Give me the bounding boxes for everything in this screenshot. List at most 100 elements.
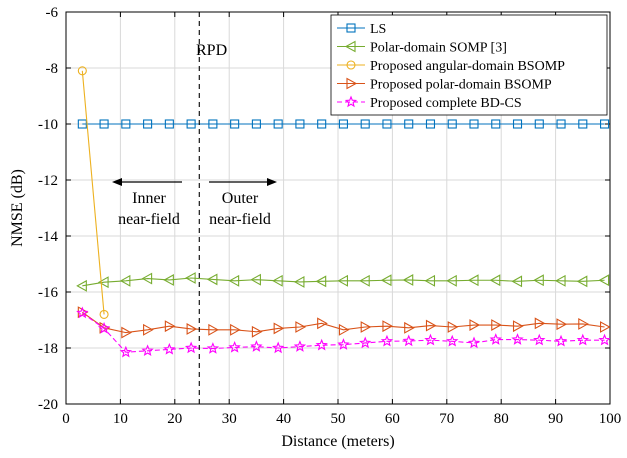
data-point: [425, 319, 437, 332]
legend-item: Proposed angular-domain BSOMP: [337, 59, 565, 74]
data-point: [344, 40, 356, 53]
legend-item: Polar-domain SOMP [3]: [337, 41, 507, 56]
data-point: [184, 272, 196, 284]
data-point: [554, 274, 566, 287]
data-point: [533, 274, 544, 287]
data-point: [230, 119, 240, 129]
data-point: [77, 119, 87, 129]
data-point: [447, 321, 459, 333]
x-tick-label: 90: [548, 411, 563, 427]
y-tick-label: -14: [38, 229, 58, 245]
data-point: [230, 323, 241, 336]
data-point: [578, 317, 589, 330]
y-tick-label: -18: [38, 341, 58, 357]
data-point: [228, 340, 241, 353]
data-point: [338, 119, 348, 129]
data-point: [250, 273, 261, 286]
data-point: [143, 119, 153, 129]
data-point: [382, 320, 394, 333]
data-point: [164, 320, 176, 333]
data-point: [119, 274, 131, 287]
data-point: [467, 336, 481, 349]
x-tick-label: 60: [385, 411, 400, 427]
legend-label: Proposed complete BD-CS: [370, 96, 522, 111]
series-line: [82, 277, 605, 287]
y-tick-label: -12: [38, 173, 58, 189]
data-point: [141, 344, 154, 357]
data-point: [402, 334, 415, 347]
legend-label: Proposed angular-domain BSOMP: [370, 59, 565, 74]
data-point: [467, 274, 479, 287]
data-point: [598, 274, 610, 287]
data-point: [337, 338, 350, 350]
data-point: [447, 119, 457, 129]
x-tick-label: 40: [276, 411, 291, 427]
legend-label: Proposed polar-domain BSOMP: [370, 78, 552, 93]
legend-label: Polar-domain SOMP [3]: [370, 41, 507, 56]
annotations: RPD Inner near-field Outer near-field: [112, 12, 277, 404]
data-point: [271, 341, 285, 354]
data-point: [382, 119, 392, 129]
data-point: [534, 119, 544, 129]
legend-item: Proposed complete BD-CS: [337, 95, 522, 111]
series-layer: [76, 66, 610, 358]
y-tick-label: -16: [38, 285, 58, 301]
data-point: [491, 319, 502, 331]
data-point: [76, 279, 87, 292]
data-point: [315, 275, 327, 288]
data-point: [424, 333, 437, 346]
data-point: [404, 321, 415, 334]
x-tick-label: 100: [599, 411, 622, 427]
legend-item: Proposed polar-domain BSOMP: [337, 78, 552, 93]
inner-label-line1: Inner: [132, 190, 166, 207]
data-point: [489, 333, 502, 345]
data-point: [337, 274, 348, 287]
data-point: [511, 275, 523, 288]
x-tick-label: 30: [222, 411, 237, 427]
series-proposed-complete-bd-cs: [76, 306, 610, 358]
legend-item: LS: [337, 22, 386, 37]
axis-ticks: [65, 11, 611, 405]
data-point: [99, 309, 109, 319]
data-point: [208, 119, 218, 129]
data-point: [163, 274, 174, 286]
data-point: [338, 323, 350, 336]
data-point: [578, 119, 588, 129]
series-polar-domain-somp-3: [76, 272, 610, 292]
data-point: [425, 119, 436, 129]
series-line: [81, 70, 105, 315]
data-point: [76, 306, 89, 319]
data-point: [512, 320, 524, 333]
data-point: [598, 333, 610, 346]
data-point: [402, 274, 414, 286]
data-point: [97, 321, 111, 334]
series-proposed-angular-domain-bsomp: [77, 66, 109, 319]
data-point: [97, 276, 109, 289]
data-point: [293, 275, 305, 288]
data-point: [121, 119, 131, 129]
data-point: [143, 323, 154, 336]
legend: LS Polar-domain SOMP [3] Proposed angular-…: [330, 14, 608, 116]
data-point: [380, 334, 394, 347]
data-point: [251, 325, 263, 338]
y-axis-title: NMSE (dB): [9, 169, 26, 247]
x-axis-title: Distance (meters): [281, 433, 394, 450]
data-point: [208, 323, 220, 336]
data-point: [556, 119, 566, 129]
data-point: [273, 322, 285, 335]
y-tick-label: -8: [46, 61, 59, 77]
data-point: [206, 342, 220, 354]
x-tick-label: 50: [331, 411, 346, 427]
data-point: [554, 334, 568, 347]
data-point: [317, 119, 327, 129]
series-proposed-polar-domain-bsomp: [77, 306, 610, 339]
outer-label-line2: near-field: [209, 211, 271, 228]
data-point: [359, 336, 372, 349]
data-point: [295, 119, 305, 129]
x-tick-label: 20: [167, 411, 182, 427]
data-point: [469, 119, 479, 129]
data-point: [380, 274, 392, 287]
outer-label-line1: Outer: [222, 190, 259, 207]
data-point: [251, 119, 261, 129]
legend-label: LS: [370, 22, 386, 37]
